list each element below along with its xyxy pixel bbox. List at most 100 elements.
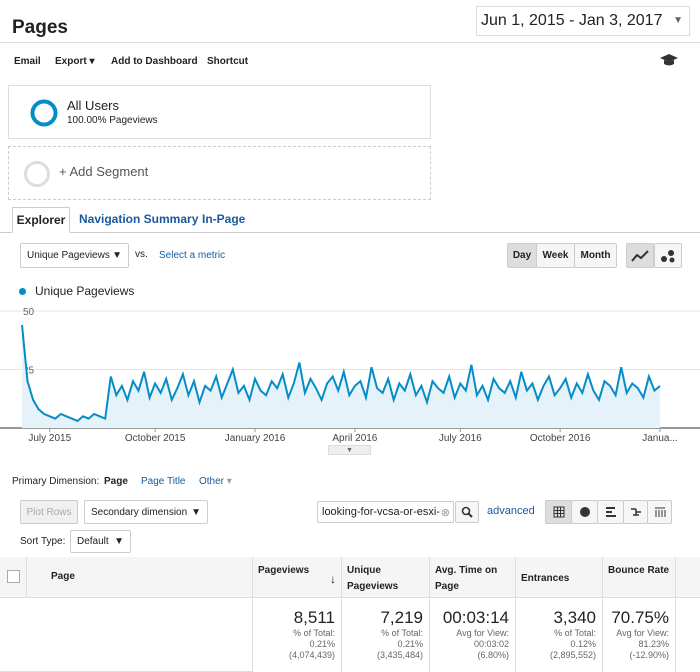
x-tick-label: April 2016 (332, 433, 377, 444)
view-toggle[interactable] (623, 500, 648, 524)
segment-detail: 100.00% Pageviews (67, 115, 158, 126)
vs-label: vs. (135, 249, 148, 260)
toolbar-item[interactable]: Email (14, 56, 41, 67)
totals-cell: 7,219% of Total: 0.21% (3,435,484) (342, 598, 430, 672)
total-share: 00:03:02 (473, 639, 509, 649)
line (21, 324, 661, 423)
metric-dropdown[interactable]: Unique Pageviews ▼ (20, 243, 129, 268)
secondary-label: Secondary dimension (91, 506, 188, 518)
y-tick-label: 50 (23, 307, 35, 318)
toolbar-item[interactable]: Shortcut (207, 56, 249, 67)
period-button[interactable]: Month (574, 243, 617, 268)
column-header (676, 557, 700, 598)
dimension-active[interactable]: Page (104, 476, 128, 487)
totals-cell: 70.75% Avg for View: 81.23% (-12.90%) (603, 598, 676, 672)
segment-name: All Users (67, 98, 120, 113)
total-share: 0.21% (309, 639, 335, 649)
totals-label-cell (0, 598, 253, 672)
totals-cell: 00:03:14 Avg for View: 00:03:02 (6.80%) (430, 598, 516, 672)
total-share: 0.21% (397, 639, 423, 649)
view-toggle[interactable] (647, 500, 672, 524)
total-overall: (2,895,552) (549, 650, 596, 660)
x-tick-label: January 2016 (225, 433, 286, 444)
column-header[interactable]: Bounce Rate (603, 557, 676, 598)
total-value: 00:03:14 (442, 608, 509, 627)
period-button[interactable]: Week (536, 243, 575, 268)
dimension-label: Primary Dimension: (12, 476, 100, 487)
sort-dropdown[interactable]: Default ▼ (70, 530, 131, 553)
tab-line (0, 232, 700, 233)
total-value: 7,219 (380, 608, 423, 627)
tab[interactable]: In-Page (202, 212, 246, 226)
x-tick-label: July 2016 (439, 433, 482, 444)
sort-value: Default (77, 536, 109, 547)
secondary-dimension[interactable]: Secondary dimension ▼ (84, 500, 208, 524)
total-overall: (6.80%) (477, 650, 509, 660)
x-tick-label: October 2015 (125, 433, 186, 444)
date-range[interactable]: Jun 1, 2015 - Jan 3, 2017 ▼ (476, 6, 690, 36)
chart-expander[interactable]: ▼ (328, 445, 371, 455)
total-caption: % of Total: (293, 628, 335, 638)
sort-label: Sort Type: (20, 536, 66, 547)
total-caption: % of Total: (554, 628, 596, 638)
legend-label: Unique Pageviews (35, 284, 135, 298)
total-value: 3,340 (553, 608, 596, 627)
tab[interactable]: Explorer (12, 207, 70, 233)
area (22, 325, 660, 428)
toolbar-item[interactable]: Add to Dashboard (111, 56, 198, 67)
column-header[interactable]: Pageviews (253, 557, 342, 598)
total-share: 81.23% (638, 639, 669, 649)
total-overall: (4,074,439) (288, 650, 335, 660)
divider (0, 42, 700, 43)
view-toggle[interactable] (545, 500, 572, 524)
view-toggle[interactable] (571, 500, 598, 524)
motion-chart-toggle[interactable] (654, 243, 682, 268)
x-tick-label: July 2015 (28, 433, 71, 444)
search-text: looking-for-vcsa-or-esxi- (322, 506, 440, 518)
line-chart: 25 50 July 2015 October 2015 January 2016 Apr… (0, 307, 700, 444)
y-tick-label: 25 (23, 366, 35, 377)
plot-rows[interactable]: Plot Rows (20, 500, 78, 524)
add-segment-card[interactable]: + Add Segment (8, 146, 431, 200)
segment-ring (30, 99, 58, 127)
total-caption: % of Total: (381, 628, 423, 638)
column-header[interactable]: Page (27, 557, 253, 598)
sort-arrow: ↓ (330, 572, 336, 586)
add-segment: + Add Segment (59, 164, 149, 179)
period-button[interactable]: Day (507, 243, 537, 268)
dimension-option[interactable]: Other ▾ (199, 476, 232, 487)
select-metric[interactable]: Select a metric (159, 250, 226, 261)
x-tick-label: Janua... (642, 433, 678, 444)
advanced-link[interactable]: advanced (487, 505, 535, 517)
legend-swatch (19, 288, 26, 295)
dimension-option-label: Other (199, 476, 225, 487)
total-share: 0.12% (570, 639, 596, 649)
date-range-text: Jun 1, 2015 - Jan 3, 2017 (481, 12, 663, 29)
academy-icon[interactable] (659, 53, 679, 67)
column-header[interactable]: Entrances (516, 557, 603, 598)
x-tick-label: October 2016 (530, 433, 591, 444)
column-header[interactable]: Avg. Time on Page (430, 557, 516, 598)
search-button[interactable] (455, 501, 479, 523)
total-value: 70.75% (611, 608, 669, 627)
total-overall: (3,435,484) (376, 650, 423, 660)
search-input[interactable]: looking-for-vcsa-or-esxi- ⊗ (317, 501, 454, 523)
column-header[interactable]: Unique Pageviews (342, 557, 430, 598)
view-toggle[interactable] (597, 500, 624, 524)
total-caption: Avg for View: (456, 628, 509, 638)
segment-card[interactable]: All Users 100.00% Pageviews (8, 85, 431, 139)
dimension-option[interactable]: Page Title (141, 476, 186, 487)
totals-cell: 3,340% of Total: 0.12% (2,895,552) (516, 598, 603, 672)
metric-selected: Unique Pageviews (27, 250, 110, 261)
toolbar-item[interactable]: Export ▾ (55, 56, 95, 67)
total-overall: (-12.90%) (629, 650, 669, 660)
page-title: Pages (12, 17, 68, 38)
totals-cell: 8,511% of Total: 0.21% (4,074,439) (253, 598, 342, 672)
total-value: 8,511 (293, 608, 335, 627)
tab[interactable]: Navigation Summary (79, 212, 199, 226)
line-chart-toggle[interactable] (626, 243, 654, 268)
total-caption: Avg for View: (616, 628, 669, 638)
segment-ring (24, 161, 50, 187)
toolbar-label: Export (55, 56, 87, 67)
